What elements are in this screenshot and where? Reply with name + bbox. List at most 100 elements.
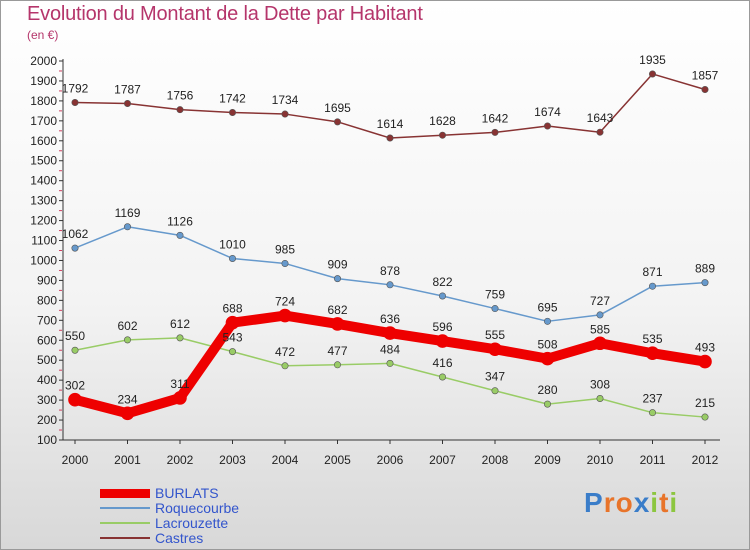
point-burlats-2009 — [540, 351, 555, 366]
data-label-lacrouzette-2010: 308 — [590, 378, 610, 392]
point-roquecourbe-2006 — [386, 281, 394, 289]
data-label-lacrouzette-2004: 472 — [275, 345, 295, 359]
point-castres-2006 — [386, 134, 394, 142]
point-lacrouzette-2006 — [386, 359, 394, 367]
x-tick-label-2007: 2007 — [429, 453, 456, 467]
point-lacrouzette-2003 — [229, 348, 237, 356]
data-label-burlats-2006: 636 — [380, 312, 400, 326]
data-label-roquecourbe-2006: 878 — [380, 264, 400, 278]
y-tick-label-100: 100 — [37, 433, 57, 447]
point-lacrouzette-2008 — [491, 387, 499, 395]
point-castres-2000 — [71, 98, 79, 106]
proxiti-logo: Proxiti — [584, 487, 678, 519]
point-roquecourbe-2001 — [124, 223, 132, 231]
point-burlats-2012 — [698, 354, 712, 369]
data-label-burlats-2009: 508 — [537, 338, 557, 352]
x-tick-label-2010: 2010 — [587, 453, 614, 467]
x-tick-label-2008: 2008 — [482, 453, 509, 467]
data-label-burlats-2002: 311 — [170, 377, 189, 391]
y-tick-label-700: 700 — [37, 313, 57, 327]
x-tick-label-2012: 2012 — [692, 453, 719, 467]
point-lacrouzette-2000 — [71, 346, 79, 354]
data-label-lacrouzette-2002: 612 — [170, 317, 190, 331]
data-label-roquecourbe-2012: 889 — [695, 262, 715, 276]
y-tick-label-1900: 1900 — [30, 74, 57, 88]
point-lacrouzette-2007 — [438, 373, 446, 381]
legend-label-castres: Castres — [155, 530, 204, 546]
point-lacrouzette-2009 — [543, 400, 551, 408]
data-label-castres-2004: 1734 — [272, 93, 299, 107]
point-lacrouzette-2011 — [648, 409, 656, 417]
x-tick-label-2005: 2005 — [324, 453, 351, 467]
data-label-castres-2000: 1792 — [62, 81, 89, 95]
data-label-burlats-2003: 688 — [222, 302, 242, 316]
point-lacrouzette-2010 — [596, 395, 604, 403]
point-castres-2007 — [438, 131, 446, 139]
point-lacrouzette-2004 — [281, 362, 289, 370]
y-tick-label-2000: 2000 — [30, 54, 57, 68]
x-tick-label-2011: 2011 — [640, 453, 666, 467]
point-burlats-2008 — [488, 342, 502, 357]
point-roquecourbe-2008 — [491, 305, 499, 313]
series-lacrouzette — [71, 334, 709, 421]
point-burlats-2010 — [593, 336, 607, 351]
data-label-roquecourbe-2001: 1169 — [115, 206, 141, 220]
point-castres-2009 — [543, 122, 551, 130]
legend-label-burlats: BURLATS — [155, 485, 219, 501]
x-tick-label-2001: 2001 — [114, 453, 141, 467]
logo-letter: o — [615, 487, 634, 518]
y-tick-label-300: 300 — [37, 393, 57, 407]
point-castres-2004 — [281, 110, 289, 118]
y-tick-label-200: 200 — [37, 413, 57, 427]
point-burlats-2004 — [278, 308, 292, 323]
data-label-castres-2002: 1756 — [167, 89, 194, 103]
point-burlats-2002 — [173, 391, 187, 405]
y-tick-label-1100: 1100 — [31, 234, 57, 248]
x-tick-label-2000: 2000 — [62, 453, 89, 467]
data-label-castres-2009: 1674 — [534, 105, 561, 119]
point-burlats-2011 — [645, 346, 660, 361]
data-label-lacrouzette-2001: 602 — [117, 319, 137, 333]
y-tick-label-1000: 1000 — [30, 253, 57, 267]
logo-letter: P — [584, 487, 604, 518]
data-label-roquecourbe-2008: 759 — [485, 288, 505, 302]
data-label-burlats-2004: 724 — [275, 295, 295, 309]
point-roquecourbe-2000 — [71, 244, 79, 252]
data-label-castres-2008: 1642 — [482, 111, 509, 125]
y-tick-label-1300: 1300 — [30, 194, 57, 208]
data-label-castres-2012: 1857 — [692, 69, 719, 83]
legend-swatch-roquecourbe — [100, 507, 150, 509]
data-label-burlats-2005: 682 — [327, 303, 347, 317]
data-label-roquecourbe-2009: 695 — [537, 300, 557, 314]
data-label-lacrouzette-2011: 237 — [642, 392, 662, 406]
point-lacrouzette-2005 — [333, 361, 341, 369]
data-label-lacrouzette-2006: 484 — [380, 342, 400, 356]
x-tick-label-2004: 2004 — [272, 453, 299, 467]
y-tick-label-500: 500 — [37, 353, 57, 367]
series-burlats — [68, 308, 712, 421]
point-burlats-2000 — [68, 392, 82, 407]
point-burlats-2003 — [225, 315, 240, 330]
data-label-roquecourbe-2003: 1010 — [219, 237, 246, 251]
y-tick-label-900: 900 — [37, 273, 57, 287]
data-label-lacrouzette-2005: 477 — [327, 344, 347, 358]
data-label-roquecourbe-2005: 909 — [327, 258, 347, 272]
data-label-roquecourbe-2004: 985 — [275, 242, 295, 256]
data-label-lacrouzette-2007: 416 — [432, 356, 452, 370]
data-label-lacrouzette-2008: 347 — [485, 370, 505, 384]
logo-letter: x — [633, 487, 651, 518]
y-tick-label-400: 400 — [37, 373, 57, 387]
chart-subtitle: (en €) — [27, 28, 59, 42]
axes: 100 200 300 400 500 600 700 800 900 1000 1100 1200 1… — [30, 54, 720, 467]
point-roquecourbe-2007 — [438, 292, 446, 300]
data-label-roquecourbe-2007: 822 — [432, 275, 452, 289]
point-burlats-2001 — [120, 406, 135, 421]
data-label-castres-2007: 1628 — [429, 114, 456, 128]
logo-letter: i — [650, 487, 660, 518]
data-label-burlats-2011: 535 — [642, 332, 662, 346]
legend-swatch-lacrouzette — [100, 522, 150, 524]
y-tick-label-1700: 1700 — [30, 114, 57, 128]
point-castres-2010 — [596, 128, 604, 136]
